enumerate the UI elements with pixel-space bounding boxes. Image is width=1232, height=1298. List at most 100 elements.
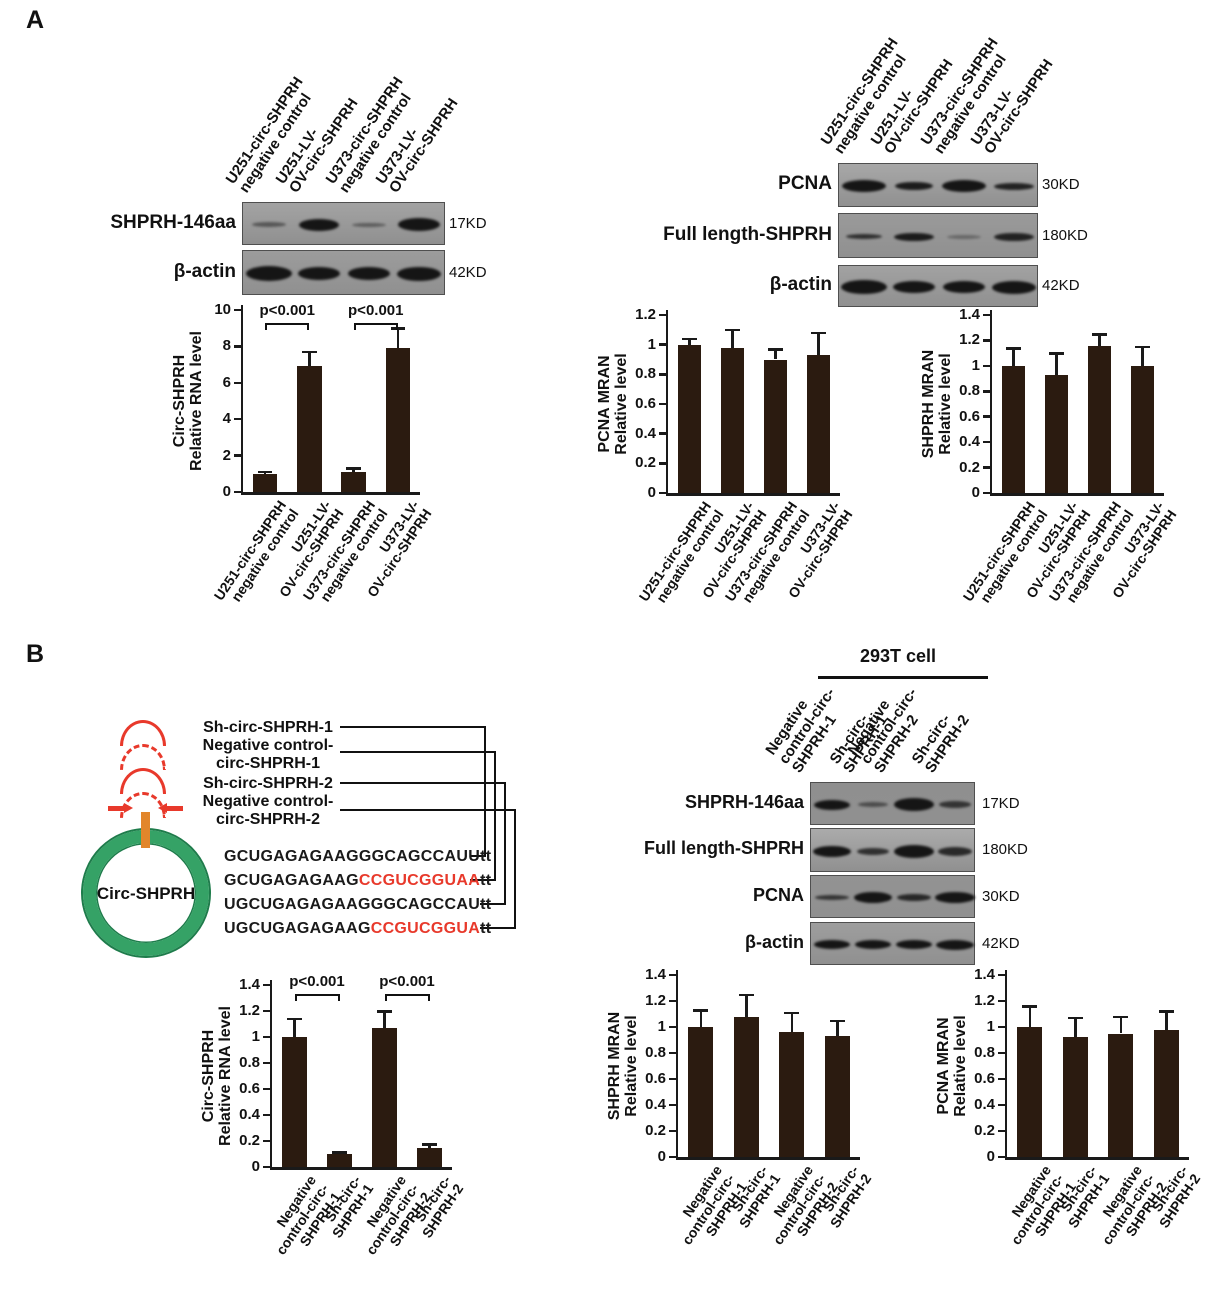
junction-bar: [141, 812, 150, 848]
y-tick-label: 0: [647, 484, 656, 501]
blot-kd-label: 180KD: [982, 841, 1028, 858]
bar: [1153, 1029, 1179, 1157]
y-tick: [234, 308, 241, 312]
error-bar: [1098, 334, 1101, 346]
sig-bracket: [294, 994, 340, 1001]
y-axis-label-line: SHPRH MRAN: [606, 1011, 623, 1121]
y-axis-label: Circ-SHPRH Relative RNA level: [200, 950, 234, 1202]
blot-band: [398, 218, 440, 231]
blot-band: [894, 844, 934, 858]
y-tick-label: 2: [222, 446, 231, 464]
blot-band: [252, 222, 286, 227]
blot-band: [994, 232, 1034, 241]
x-axis: [675, 1157, 860, 1160]
y-tick: [983, 491, 990, 495]
y-axis-label-line: Relative level: [613, 353, 630, 455]
y-tick-label: 1: [251, 1028, 260, 1045]
blot-kd-label: 30KD: [982, 887, 1020, 905]
y-tick-label: 0: [986, 1148, 995, 1165]
blot-row-label: PCNA: [778, 173, 832, 194]
blot-kd-label: 17KD: [982, 794, 1020, 812]
error-bar: [688, 338, 691, 345]
bar: [252, 473, 278, 492]
y-tick: [669, 1077, 676, 1081]
y-tick-label: 0.6: [635, 395, 656, 412]
blot-band: [943, 281, 985, 293]
y-tick: [659, 462, 666, 465]
sequence-line: GCUGAGAGAAGGGCAGCCAUUtt: [224, 848, 491, 866]
y-tick-label: 0.8: [959, 382, 980, 400]
x-tick-label: Sh-circ- SHPRH-2: [1144, 1162, 1203, 1230]
sh-arc: [120, 720, 166, 746]
sh-arc: [120, 744, 166, 770]
connector-line: [480, 902, 506, 906]
blot-band: [855, 940, 891, 949]
error-bar-cap: [377, 1010, 392, 1013]
y-tick: [998, 999, 1005, 1003]
y-tick: [983, 440, 990, 444]
blot-band: [893, 281, 935, 293]
blot-row-label: β-actin: [173, 260, 236, 282]
sh-arrow-icon: [167, 806, 183, 811]
y-axis: [675, 970, 678, 1160]
y-tick-label: 1.2: [239, 1002, 260, 1019]
connector-line: [340, 725, 486, 729]
y-tick: [998, 1103, 1005, 1107]
x-tick-label: Sh-circ- SHPRH-2: [815, 1162, 874, 1230]
y-tick-label: 1.4: [974, 966, 995, 983]
error-bar: [308, 351, 311, 367]
y-axis-label: PCNA MRAN Relative level: [935, 940, 969, 1192]
y-tick-label: 0.4: [645, 1096, 666, 1113]
bar: [1044, 374, 1069, 493]
p-value-label: p<0.001: [348, 302, 404, 319]
blot-band: [814, 799, 850, 810]
error-bar-cap: [1022, 1005, 1038, 1008]
y-tick: [983, 466, 990, 469]
error-bar: [745, 994, 748, 1017]
blot-band: [935, 892, 975, 903]
bar: [824, 1036, 850, 1157]
error-bar: [731, 329, 734, 348]
y-tick: [263, 1035, 270, 1039]
y-tick: [983, 339, 990, 342]
y-tick-label: 1.4: [959, 306, 980, 323]
y-tick-label: 0.8: [239, 1054, 260, 1071]
blot-band: [895, 182, 933, 190]
blot-band: [894, 798, 934, 811]
error-bar: [790, 1012, 793, 1033]
sh-label: Negative control-: [202, 737, 334, 754]
sequence-segment: GCUGAGAGAAGGGCAGCCAUU: [224, 848, 481, 865]
blot-kd-label: 30KD: [1042, 176, 1080, 193]
blot-box: [810, 828, 975, 872]
y-tick-label: 0: [222, 483, 231, 500]
sh-arc: [120, 768, 166, 794]
bar: [1017, 1027, 1043, 1157]
blot-row-label: β-actin: [769, 274, 832, 295]
y-axis: [989, 310, 992, 496]
p-value-label: p<0.001: [379, 973, 435, 990]
y-axis-label: PCNA MRAN Relative level: [596, 280, 630, 528]
chart: 0 0.2 0.4 0.6 0.8 1 1.2 1.4 PCNA MRAN Relative le…: [935, 966, 1203, 1247]
y-tick-label: 0.2: [239, 1132, 260, 1149]
blot-band: [942, 180, 986, 192]
blot-band: [947, 234, 981, 239]
y-tick-label: 1.2: [959, 331, 980, 349]
y-tick-label: 0: [657, 1148, 666, 1165]
blot-row-label: SHPRH-146aa: [684, 791, 804, 812]
x-axis: [269, 1167, 452, 1170]
y-axis-label-line: Circ-SHPRH: [200, 1029, 217, 1123]
y-tick: [234, 345, 241, 348]
connector-line: [480, 926, 516, 930]
blot-band: [854, 892, 892, 903]
blot-band: [397, 266, 441, 281]
sh-label: circ-SHPRH-1: [215, 755, 321, 772]
error-bar: [1028, 1006, 1031, 1027]
error-bar: [383, 1011, 386, 1028]
y-tick-label: 0.8: [635, 365, 656, 383]
y-tick: [234, 490, 241, 494]
error-bar-cap: [346, 467, 361, 470]
bar: [677, 344, 702, 493]
blot-band: [896, 940, 932, 949]
blot-band: [936, 939, 974, 950]
blot-box: [838, 265, 1038, 307]
